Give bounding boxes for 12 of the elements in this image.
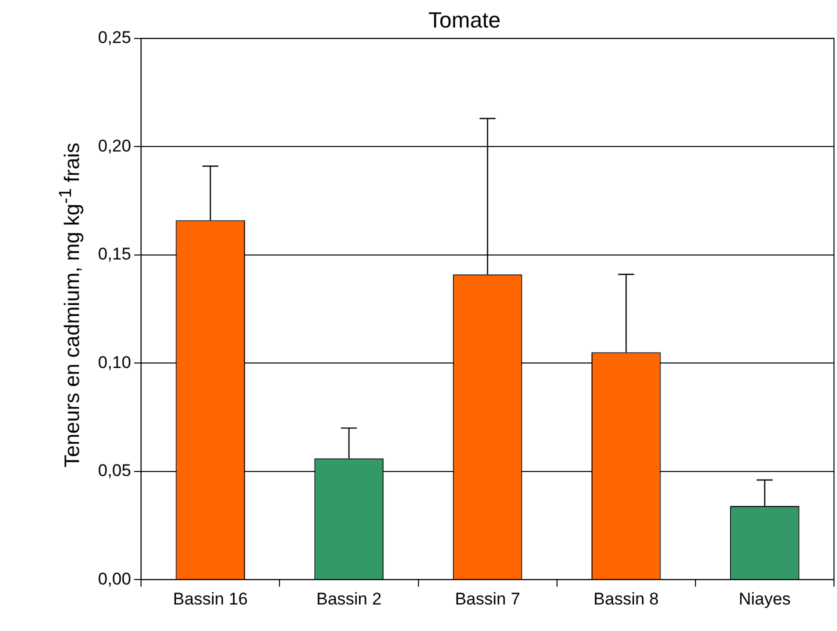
x-tick-label: Bassin 7 [454, 589, 520, 608]
x-tick-label: Bassin 2 [316, 589, 382, 608]
y-tick-label: 0,15 [98, 244, 132, 264]
y-tick-label: 0,20 [98, 136, 132, 156]
x-tick-label: Niayes [738, 589, 791, 608]
chart-title: Tomate [428, 7, 501, 32]
y-tick-label: 0,00 [98, 569, 132, 588]
y-tick-label: 0,25 [98, 28, 132, 48]
x-tick-label: Bassin 8 [594, 589, 659, 608]
x-tick-label: Bassin 16 [173, 589, 248, 608]
y-tick-label: 0,05 [98, 461, 132, 480]
y-tick-label: 0,10 [98, 352, 132, 372]
